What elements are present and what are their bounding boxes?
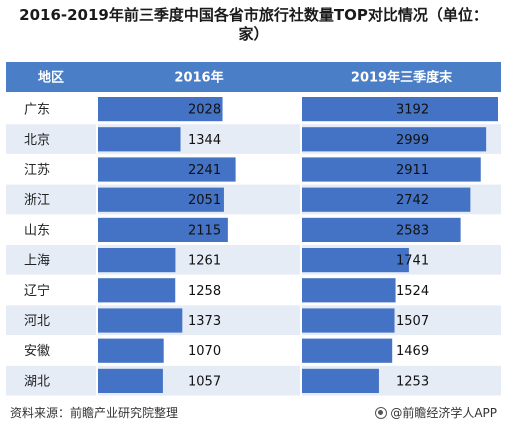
column-divider [300, 124, 302, 155]
value-2016: 2241 [188, 163, 221, 178]
bar-2016 [98, 278, 176, 303]
column-divider [96, 275, 98, 306]
value-2016: 2115 [188, 223, 221, 238]
column-divider [96, 154, 98, 185]
region-label: 浙江 [24, 193, 50, 208]
column-divider [96, 184, 98, 215]
bar-2019q3 [302, 248, 409, 273]
bar-2016 [98, 368, 163, 393]
header-2016: 2016年 [174, 70, 223, 86]
value-2019q3: 2742 [396, 193, 429, 208]
table-row-bg [6, 275, 501, 306]
value-2019q3: 1524 [396, 284, 429, 299]
bar-2016 [98, 217, 228, 242]
column-divider [300, 94, 302, 125]
bar-2019q3 [302, 368, 379, 393]
region-label: 北京 [24, 133, 50, 148]
bar-2016 [98, 248, 176, 273]
value-2019q3: 1253 [396, 374, 429, 389]
region-label: 江苏 [24, 162, 50, 178]
value-2016: 1344 [188, 133, 221, 148]
value-2019q3: 2999 [396, 133, 429, 148]
column-divider [96, 365, 98, 396]
brand-credit: @前瞻经济学人APP [375, 404, 497, 421]
table-row-bg [6, 245, 501, 276]
column-divider [300, 214, 302, 245]
bar-2019q3 [302, 217, 461, 242]
column-divider [96, 245, 98, 276]
value-2019q3: 2583 [396, 223, 429, 238]
bar-2016 [98, 97, 223, 122]
bar-2019q3 [302, 338, 393, 363]
header-2019q3: 2019年三季度末 [351, 70, 453, 86]
column-divider [300, 305, 302, 336]
bar-2016 [98, 187, 224, 212]
region-label: 安徽 [24, 344, 50, 359]
region-label: 湖北 [24, 374, 50, 389]
value-2016: 2051 [188, 193, 221, 208]
value-2016: 1070 [188, 344, 221, 359]
bar-2019q3 [302, 187, 471, 212]
chart-title: 2016-2019年前三季度中国各省市旅行社数量TOP对比情况（单位：家） [19, 6, 488, 43]
bar-2019q3 [302, 127, 487, 152]
bar-2016 [98, 338, 164, 363]
column-divider [96, 124, 98, 155]
value-2019q3: 1469 [396, 344, 429, 359]
column-divider [96, 305, 98, 336]
region-label: 山东 [24, 223, 50, 238]
value-2019q3: 2911 [396, 163, 429, 178]
bar-2019q3 [302, 278, 396, 303]
bar-2016 [98, 157, 236, 182]
column-divider [300, 335, 302, 366]
brand-label: @前瞻经济学人APP [390, 406, 497, 420]
bar-2016 [98, 308, 183, 333]
row-divider [6, 395, 501, 397]
table-row-bg [6, 305, 501, 336]
bar-2019q3 [302, 157, 481, 182]
value-2016: 1373 [188, 314, 221, 329]
bar-2016 [98, 127, 181, 152]
header-region: 地区 [38, 70, 64, 86]
source-note: 资料来源：前瞻产业研究院整理 [10, 406, 179, 420]
value-2019q3: 1741 [396, 254, 429, 269]
column-divider [300, 154, 302, 185]
value-2016: 2028 [188, 103, 221, 118]
column-divider [300, 184, 302, 215]
region-label: 广东 [24, 103, 50, 118]
column-divider [96, 94, 98, 125]
table-row-bg [6, 365, 501, 396]
logo-circle-icon [375, 406, 388, 419]
table-header-bg [6, 62, 501, 92]
value-2016: 1258 [188, 284, 221, 299]
column-divider [300, 275, 302, 306]
column-divider [96, 214, 98, 245]
region-label: 辽宁 [24, 283, 50, 299]
region-label: 上海 [24, 254, 50, 269]
column-divider [300, 365, 302, 396]
value-2016: 1057 [188, 374, 221, 389]
table-row-bg [6, 335, 501, 366]
value-2019q3: 1507 [396, 314, 429, 329]
value-2019q3: 3192 [396, 103, 429, 118]
bar-2019q3 [302, 308, 395, 333]
value-2016: 1261 [188, 254, 221, 269]
column-divider [300, 245, 302, 276]
region-label: 河北 [24, 314, 50, 329]
bar-2019q3 [302, 97, 498, 122]
column-divider [96, 335, 98, 366]
